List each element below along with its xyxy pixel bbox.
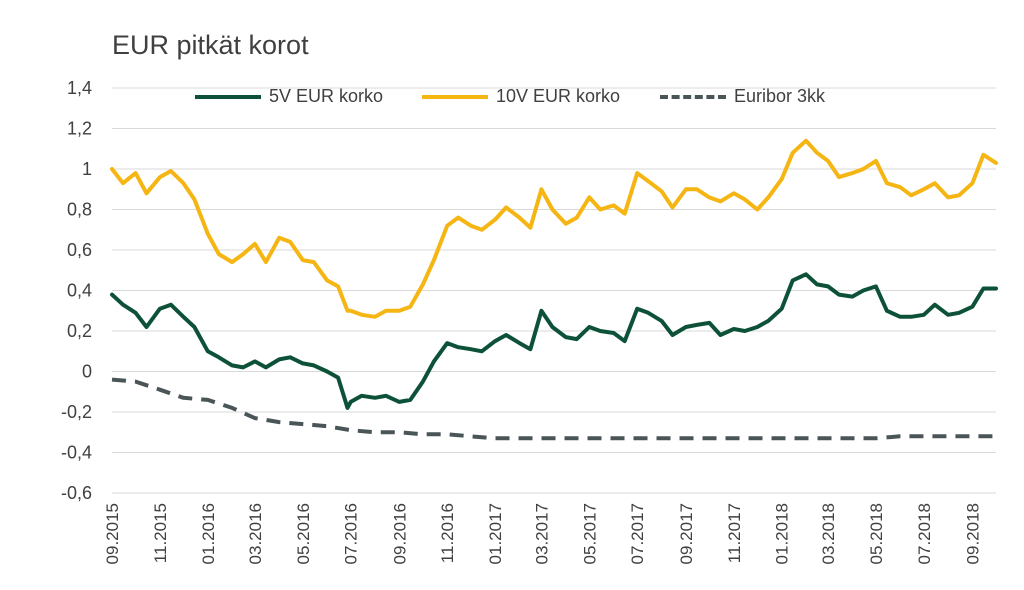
x-tick-label: 09.2017 — [677, 503, 696, 564]
y-tick-label: -0,6 — [61, 483, 92, 503]
x-tick-label: 07.2018 — [915, 503, 934, 564]
legend-label-euribor: Euribor 3kk — [734, 86, 826, 106]
x-tick-label: 01.2017 — [486, 503, 505, 564]
y-tick-label: 1,2 — [67, 119, 92, 139]
y-tick-label: 0,8 — [67, 200, 92, 220]
x-tick-label: 01.2016 — [199, 503, 218, 564]
x-tick-label: 05.2016 — [294, 503, 313, 564]
legend-label-10v: 10V EUR korko — [496, 86, 621, 106]
y-axis-ticks: -0,6 -0,4 -0,2 0 0,2 0,4 0,6 0,8 1 1,2 1,4 — [61, 78, 92, 503]
x-tick-label: 07.2017 — [628, 503, 647, 564]
legend-swatch-euribor — [660, 94, 726, 99]
chart-legend: 5V EUR korko 10V EUR korko Euribor 3kk — [0, 86, 1024, 116]
legend-label-5v: 5V EUR korko — [269, 86, 384, 106]
series-line-0 — [110, 272, 998, 410]
legend-item-euribor: Euribor 3kk — [660, 86, 825, 107]
chart-title: EUR pitkät korot — [112, 30, 309, 60]
x-tick-label: 11.2015 — [151, 503, 170, 563]
x-tick-label: 07.2016 — [342, 503, 361, 564]
legend-swatch-5v — [195, 94, 261, 99]
x-tick-label: 01.2018 — [773, 503, 792, 564]
x-tick-label: 03.2017 — [532, 503, 551, 564]
series-line-2 — [111, 377, 996, 441]
series-line-1 — [110, 138, 998, 319]
y-tick-label: 1 — [82, 159, 92, 179]
x-axis-ticks: 09.2015 11.2015 01.2016 03.2016 05.2016 07.20… — [103, 503, 982, 564]
y-tick-label: 0 — [82, 362, 92, 382]
y-tick-label: 0,4 — [67, 281, 92, 301]
series-lines — [110, 138, 998, 441]
x-tick-label: 03.2018 — [819, 503, 838, 564]
x-tick-label: 03.2016 — [246, 503, 265, 564]
y-tick-label: 0,6 — [67, 240, 92, 260]
x-tick-label: 11.2017 — [725, 503, 744, 563]
legend-item-5v: 5V EUR korko — [195, 86, 383, 107]
x-tick-label: 05.2017 — [580, 503, 599, 564]
y-tick-label: 0,2 — [67, 321, 92, 341]
x-tick-label: 09.2016 — [390, 503, 409, 564]
legend-swatch-10v — [422, 94, 488, 99]
x-tick-label: 09.2015 — [103, 503, 122, 564]
x-tick-label: 11.2016 — [438, 503, 457, 563]
x-tick-label: 05.2018 — [867, 503, 886, 564]
x-tick-label: 09.2018 — [963, 503, 982, 564]
y-tick-label: -0,4 — [61, 443, 92, 463]
legend-item-10v: 10V EUR korko — [422, 86, 620, 107]
y-tick-label: 1,4 — [67, 78, 92, 98]
y-tick-label: -0,2 — [61, 402, 92, 422]
